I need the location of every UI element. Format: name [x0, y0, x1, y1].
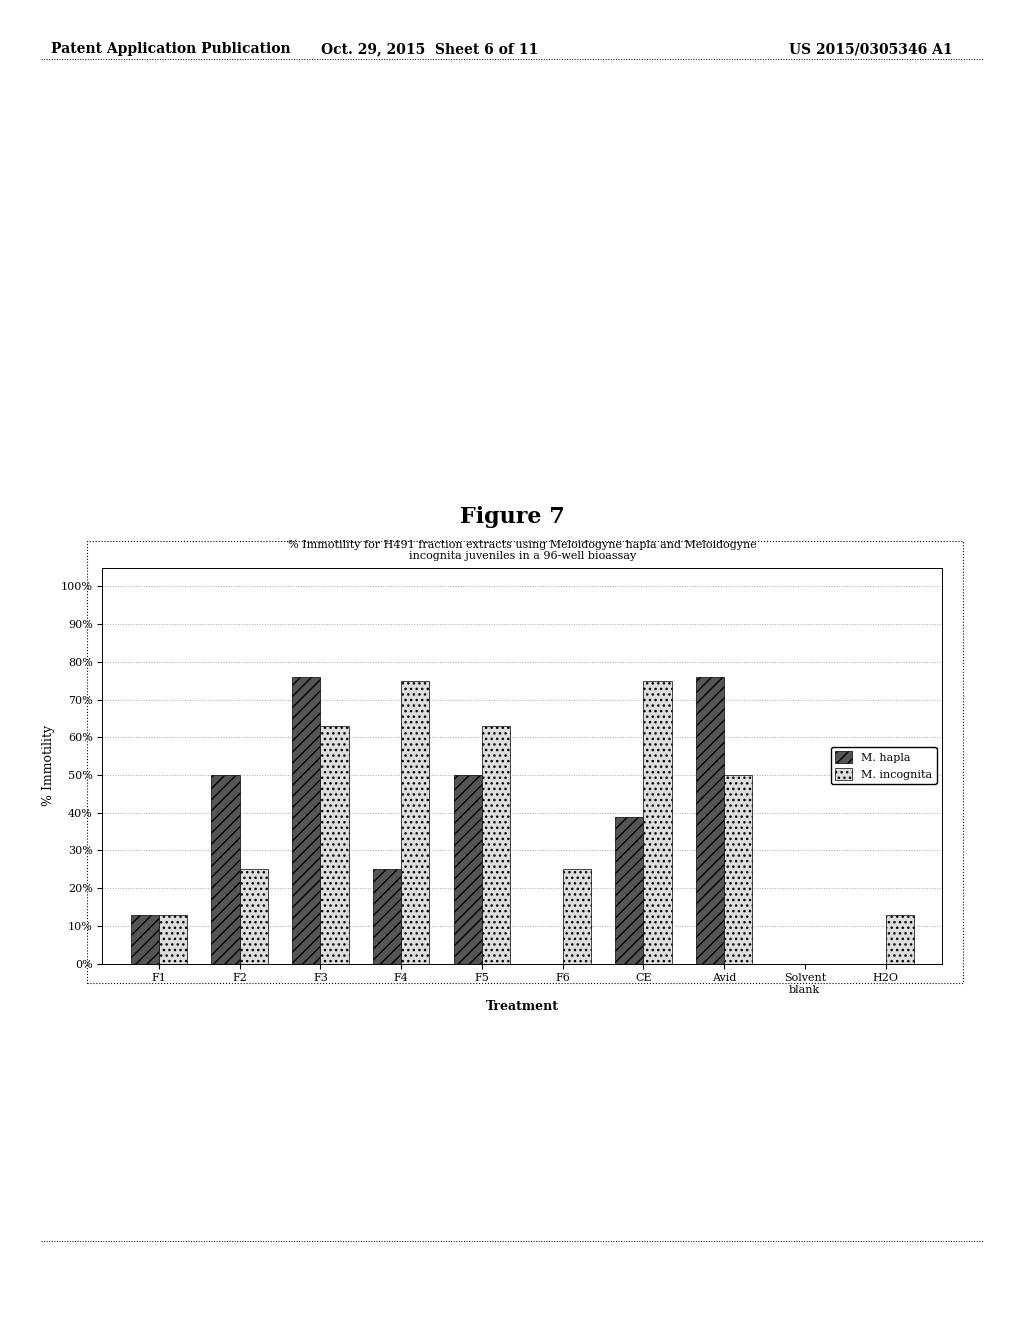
Text: Figure 7: Figure 7	[460, 506, 564, 528]
Text: US 2015/0305346 A1: US 2015/0305346 A1	[788, 42, 952, 57]
Bar	[562, 870, 591, 964]
Bar	[401, 681, 429, 964]
Legend: M. hapla, M. incognita: M. hapla, M. incognita	[830, 747, 937, 784]
Bar	[482, 726, 510, 964]
Text: Oct. 29, 2015  Sheet 6 of 11: Oct. 29, 2015 Sheet 6 of 11	[322, 42, 539, 57]
Bar	[373, 870, 401, 964]
Bar	[131, 915, 159, 964]
X-axis label: Treatment: Treatment	[485, 1001, 559, 1014]
Bar	[886, 915, 913, 964]
Title: % Immotility for H491 fraction extracts using Meloidogyne hapla and Meloidogyne
: % Immotility for H491 fraction extracts …	[288, 540, 757, 561]
Bar	[240, 870, 268, 964]
Bar	[615, 817, 643, 964]
Bar	[454, 775, 482, 964]
Bar	[724, 775, 753, 964]
Bar	[211, 775, 240, 964]
Bar	[321, 726, 348, 964]
Text: Patent Application Publication: Patent Application Publication	[51, 42, 291, 57]
Bar	[292, 677, 321, 964]
Bar	[159, 915, 187, 964]
Bar	[643, 681, 672, 964]
Y-axis label: % Immotility: % Immotility	[42, 725, 55, 807]
Bar	[696, 677, 724, 964]
